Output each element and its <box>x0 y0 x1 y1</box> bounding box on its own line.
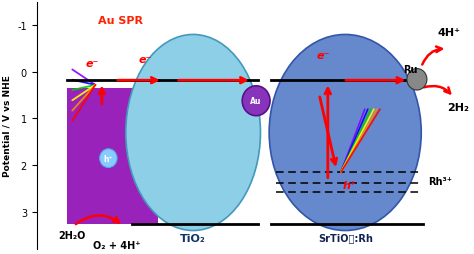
Text: 2H₂O: 2H₂O <box>58 230 86 240</box>
Text: e⁻: e⁻ <box>317 51 330 61</box>
Text: 4H⁺: 4H⁺ <box>438 28 461 38</box>
Circle shape <box>100 149 117 168</box>
Text: Au SPR: Au SPR <box>98 17 143 26</box>
Text: Au: Au <box>250 97 262 106</box>
Text: 2H₂: 2H₂ <box>447 102 469 112</box>
Text: SrTiOゃ:Rh: SrTiOゃ:Rh <box>318 233 373 243</box>
Circle shape <box>407 69 427 91</box>
Ellipse shape <box>269 35 421 231</box>
Circle shape <box>242 86 270 116</box>
Text: Ru: Ru <box>403 65 418 75</box>
Ellipse shape <box>126 35 261 231</box>
Text: e⁻: e⁻ <box>86 59 99 69</box>
Text: O₂ + 4H⁺: O₂ + 4H⁺ <box>93 241 141 250</box>
Text: h⁺: h⁺ <box>343 180 356 190</box>
Text: h⁺: h⁺ <box>104 154 113 163</box>
Bar <box>67 89 158 224</box>
Y-axis label: Potential / V vs NHE: Potential / V vs NHE <box>3 75 12 177</box>
Text: Rh³⁺: Rh³⁺ <box>428 177 452 187</box>
Text: TiO₂: TiO₂ <box>180 233 206 243</box>
Text: e⁻: e⁻ <box>138 55 152 65</box>
